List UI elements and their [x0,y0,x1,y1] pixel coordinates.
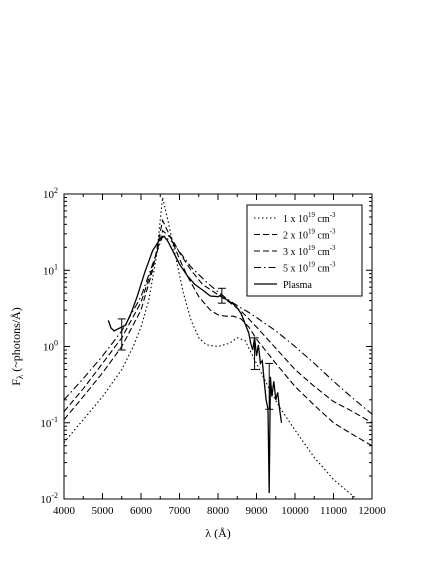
y-tick-label: 101 [43,262,58,277]
x-axis-title: λ (Å) [205,526,230,540]
y-tick-label: 10-1 [40,415,58,430]
series-line-1 [64,218,372,447]
x-tick-label: 8000 [207,505,230,517]
series-line-2 [64,229,372,424]
legend-label-1: 2 x 1019 cm-3 [283,228,336,242]
series-layer [64,197,372,499]
x-tick-label: 10000 [281,505,309,517]
x-tick-label: 5000 [92,505,115,517]
y-tick-label: 102 [43,186,58,201]
legend-label-0: 1 x 1019 cm-3 [283,211,336,225]
legend: 1 x 1019 cm-3 2 x 1019 cm-3 3 x 1019 cm-3 5… [246,204,363,297]
error-bars [117,287,274,410]
y-tick-label: 100 [43,339,58,354]
series-line-3 [64,235,372,415]
y-tick-label: 10-2 [40,491,58,506]
x-tick-label: 12000 [358,505,386,517]
x-tick-label: 7000 [169,505,192,517]
legend-label-2: 3 x 1019 cm-3 [283,244,336,258]
series-line-0 [64,197,358,499]
x-tick-label: 9000 [246,505,269,517]
y-axis-title: Fλ (~photons/Å) [9,307,25,386]
x-tick-label: 4000 [53,505,76,517]
x-tick-label: 6000 [130,505,153,517]
series-line-4 [107,235,283,494]
legend-label-3: 5 x 1019 cm-3 [283,261,336,275]
axes: 4000 5000 6000 7000 8000 9000 10000 11000 12000 1… [40,186,386,517]
legend-label-4: Plasma [283,280,312,291]
x-tick-label: 11000 [320,505,348,517]
